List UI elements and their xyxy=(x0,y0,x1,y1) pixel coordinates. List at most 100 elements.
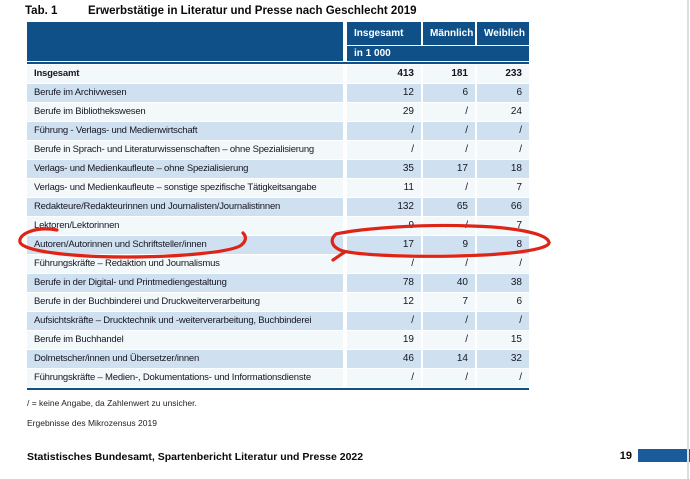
cell-value: 19 xyxy=(347,331,421,349)
row-label: Führungskräfte – Redaktion und Journalis… xyxy=(27,255,343,273)
footnotes: / = keine Angabe, da Zahlenwert zu unsic… xyxy=(27,398,197,438)
cell-value: 11 xyxy=(347,179,421,197)
cell-value: 32 xyxy=(477,350,529,368)
cell-value: 17 xyxy=(347,236,421,254)
table-row: Berufe in der Buchbinderei und Druckweit… xyxy=(27,293,529,311)
cell-value: / xyxy=(477,141,529,159)
footnote-legend: / = keine Angabe, da Zahlenwert zu unsic… xyxy=(27,398,197,408)
cell-value: 413 xyxy=(347,65,421,83)
table-row: Insgesamt 413 181 233 xyxy=(27,65,529,83)
cell-value: 12 xyxy=(347,84,421,102)
cell-value: / xyxy=(347,122,421,140)
cell-value: / xyxy=(347,312,421,330)
page-number: 19 xyxy=(619,449,632,462)
cell-value: / xyxy=(477,255,529,273)
row-label: Verlags- und Medienkaufleute – sonstige … xyxy=(27,179,343,197)
cell-value: 24 xyxy=(477,103,529,121)
cell-value: / xyxy=(423,255,475,273)
row-label: Berufe im Buchhandel xyxy=(27,331,343,349)
table-header: Insgesamt Männlich Weiblich in 1 000 xyxy=(27,22,529,61)
cell-value: 65 xyxy=(423,198,475,216)
row-label: Verlags- und Medienkaufleute – ohne Spez… xyxy=(27,160,343,178)
cell-value: 35 xyxy=(347,160,421,178)
row-label: Berufe in der Digital- und Printmedienge… xyxy=(27,274,343,292)
cell-value: 12 xyxy=(347,293,421,311)
page-title: Erwerbstätige in Literatur und Presse na… xyxy=(88,5,417,17)
header-rule xyxy=(27,62,529,64)
statistics-table: Insgesamt Männlich Weiblich in 1 000 Ins… xyxy=(27,22,529,391)
row-label: Führung - Verlags- und Medienwirtschaft xyxy=(27,122,343,140)
table-row: Berufe im Buchhandel 19/15 xyxy=(27,331,529,349)
row-label: Dolmetscher/innen und Übersetzer/innen xyxy=(27,350,343,368)
header-corner-cell xyxy=(27,22,343,61)
cell-value: / xyxy=(477,369,529,387)
footer-source: Statistisches Bundesamt, Spartenbericht … xyxy=(27,451,364,463)
cell-value: 233 xyxy=(477,65,529,83)
table-row: Führung - Verlags- und Medienwirtschaft /… xyxy=(27,122,529,140)
cell-value: / xyxy=(477,122,529,140)
cell-value: / xyxy=(423,141,475,159)
table-row: Berufe in Sprach- und Literaturwissensch… xyxy=(27,141,529,159)
cell-value: 40 xyxy=(423,274,475,292)
table-row: Verlags- und Medienkaufleute – ohne Spez… xyxy=(27,160,529,178)
cell-value: / xyxy=(423,103,475,121)
cell-value: 181 xyxy=(423,65,475,83)
row-label: Autoren/Autorinnen und Schriftsteller/in… xyxy=(27,236,343,254)
cell-value: / xyxy=(423,331,475,349)
table-row: Aufsichtskräfte – Drucktechnik und -weit… xyxy=(27,312,529,330)
cell-value: / xyxy=(347,141,421,159)
cell-value: / xyxy=(347,369,421,387)
cell-value: 17 xyxy=(423,160,475,178)
cell-value: 38 xyxy=(477,274,529,292)
column-header-maennlich: Männlich xyxy=(423,22,475,45)
cell-value: / xyxy=(347,255,421,273)
cell-value: 18 xyxy=(477,160,529,178)
table-row: Lektoren/Lektorinnen 9/7 xyxy=(27,217,529,235)
cell-value: 7 xyxy=(423,293,475,311)
row-label: Insgesamt xyxy=(27,65,343,83)
cell-value: / xyxy=(423,179,475,197)
row-label: Berufe im Archivwesen xyxy=(27,84,343,102)
cell-value: 15 xyxy=(477,331,529,349)
cell-value: 7 xyxy=(477,179,529,197)
row-label: Berufe im Bibliothekswesen xyxy=(27,103,343,121)
table-row: Führungskräfte – Medien-, Dokumentations… xyxy=(27,369,529,387)
cell-value: 8 xyxy=(477,236,529,254)
cell-value: 66 xyxy=(477,198,529,216)
cell-value: 6 xyxy=(477,293,529,311)
table-title: Tab. 1 Erwerbstätige in Literatur und Pre… xyxy=(25,5,417,17)
cell-value: 46 xyxy=(347,350,421,368)
cell-value: 6 xyxy=(423,84,475,102)
table-number: Tab. 1 xyxy=(25,5,58,17)
table-row: Dolmetscher/innen und Übersetzer/innen 46… xyxy=(27,350,529,368)
table-row: Autoren/Autorinnen und Schriftsteller/in… xyxy=(27,236,529,254)
row-label: Redakteure/Redakteurinnen und Journalist… xyxy=(27,198,343,216)
cell-value: / xyxy=(423,217,475,235)
cell-value: 9 xyxy=(423,236,475,254)
screenshot-right-border xyxy=(687,0,689,479)
row-label: Lektoren/Lektorinnen xyxy=(27,217,343,235)
cell-value: / xyxy=(423,369,475,387)
row-label: Führungskräfte – Medien-, Dokumentations… xyxy=(27,369,343,387)
cell-value: 132 xyxy=(347,198,421,216)
table-row: Verlags- und Medienkaufleute – sonstige … xyxy=(27,179,529,197)
cell-value: 29 xyxy=(347,103,421,121)
table-row: Berufe im Bibliothekswesen 29/24 xyxy=(27,103,529,121)
cell-value: 6 xyxy=(477,84,529,102)
table-row: Redakteure/Redakteurinnen und Journalist… xyxy=(27,198,529,216)
table-row: Berufe im Archivwesen 12 6 6 xyxy=(27,84,529,102)
cell-value: / xyxy=(423,312,475,330)
cell-value: 14 xyxy=(423,350,475,368)
cell-value: 7 xyxy=(477,217,529,235)
cell-value: / xyxy=(477,312,529,330)
bottom-rule xyxy=(27,388,529,390)
table-body: Insgesamt 413 181 233 Berufe im Archivwesen 1… xyxy=(27,65,529,387)
table-row: Berufe in der Digital- und Printmedienge… xyxy=(27,274,529,292)
footnote-source: Ergebnisse des Mikrozensus 2019 xyxy=(27,418,157,428)
footer-page-bar xyxy=(638,449,690,462)
column-header-weiblich: Weiblich xyxy=(477,22,529,45)
table-row: Führungskräfte – Redaktion und Journalis… xyxy=(27,255,529,273)
row-label: Berufe in Sprach- und Literaturwissensch… xyxy=(27,141,343,159)
footer-pagination: 19 xyxy=(620,449,690,462)
